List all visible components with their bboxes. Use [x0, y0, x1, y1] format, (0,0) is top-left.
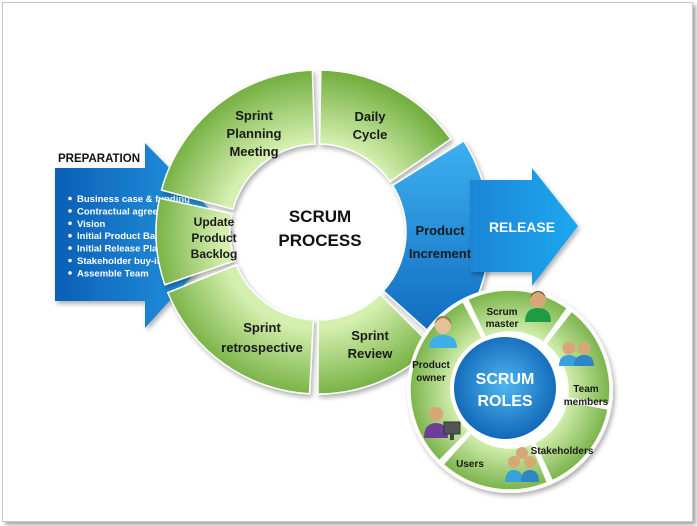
release-arrow: RELEASE	[470, 168, 578, 286]
sprint-planning-line-2: Planning	[227, 126, 282, 141]
preparation-bullet	[68, 209, 72, 213]
daily-cycle-line-2: Cycle	[353, 127, 388, 142]
scrum-master-icon	[525, 291, 551, 322]
preparation-bullet	[68, 258, 72, 263]
product-increment-line-1: Product	[415, 223, 465, 238]
daily-cycle-line-1: Daily	[354, 109, 386, 124]
users-label: Users	[456, 459, 484, 470]
sprint-review-line-2: Review	[348, 346, 394, 361]
preparation-item: Initial Release Plan	[77, 244, 163, 255]
preparation-bullet	[68, 233, 72, 238]
update-backlog-line-3: Backlog	[191, 247, 238, 261]
sprint-planning-segment	[160, 69, 316, 211]
sprint-retrospective-line-1: Sprint	[243, 320, 281, 335]
preparation-bullet	[68, 246, 72, 250]
preparation-item: Initial Product Backlog	[77, 231, 180, 242]
stakeholders-label: Stakeholders	[531, 446, 594, 457]
preparation-bullet	[68, 221, 72, 226]
product-owner-line-2: owner	[416, 373, 446, 384]
users-icon	[424, 407, 461, 440]
stakeholders-segment	[533, 400, 610, 482]
roles-center-line-1: SCRUM	[476, 371, 535, 388]
center-line-1: SCRUM	[289, 207, 351, 226]
preparation-bullet	[68, 271, 72, 275]
update-backlog-line-2: Product	[191, 231, 236, 245]
sprint-retrospective-line-2: retrospective	[221, 340, 303, 355]
update-backlog-segment	[155, 197, 236, 286]
preparation-item: Contractual agreement	[77, 206, 181, 217]
scrum-process-cycle	[155, 69, 491, 395]
stakeholders-icon	[505, 447, 539, 482]
sprint-planning-line-1: Sprint	[235, 108, 273, 123]
sprint-retrospective-segment	[166, 263, 315, 395]
center-line-2: PROCESS	[278, 231, 361, 250]
preparation-item: Stakeholder buy-in	[77, 256, 163, 267]
update-backlog-line-1: Update	[194, 215, 235, 229]
product-owner-line-1: Product	[412, 360, 450, 371]
scrum-master-line-1: Scrum	[486, 307, 517, 318]
preparation-item: Business case & funding	[77, 194, 190, 205]
team-members-icon	[559, 341, 594, 366]
product-increment-line-2: Increment	[409, 246, 472, 261]
scrum-process-center: SCRUM PROCESS	[278, 207, 361, 250]
segment-labels: Sprint Planning Meeting Daily Cycle Prod…	[191, 108, 472, 361]
preparation-item: Assemble Team	[77, 268, 149, 279]
scrum-master-line-2: master	[486, 319, 519, 330]
preparation-title: PREPARATION	[58, 153, 140, 165]
sprint-planning-line-3: Meeting	[229, 144, 278, 159]
team-members-line-2: members	[564, 397, 609, 408]
preparation-item: Vision	[77, 219, 106, 230]
daily-cycle-segment	[318, 69, 452, 183]
sprint-review-segment	[317, 293, 434, 395]
preparation-bullet	[68, 196, 72, 201]
team-members-line-1: Team	[573, 384, 598, 395]
product-owner-icon	[429, 316, 457, 348]
sprint-review-line-1: Sprint	[351, 328, 389, 343]
release-label: RELEASE	[489, 219, 555, 235]
scrum-roles-wheel: SCRUM ROLES	[407, 287, 613, 493]
roles-center	[454, 337, 556, 439]
roles-center-line-2: ROLES	[477, 393, 532, 410]
